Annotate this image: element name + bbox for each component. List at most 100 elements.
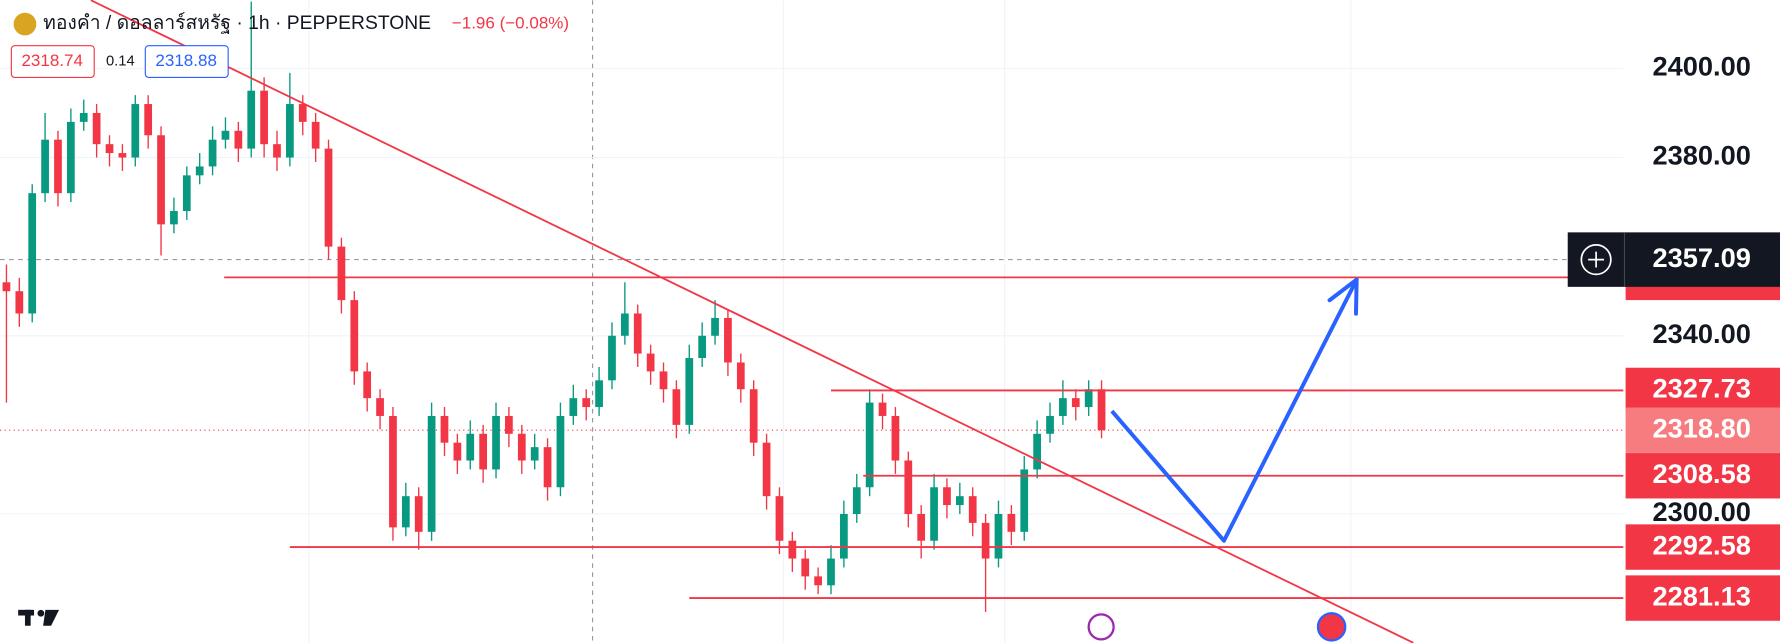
y-tick-label: 2300.00 [1652,496,1750,527]
ask[interactable]: 2318.88 [155,51,217,70]
bid-box[interactable] [10,45,95,78]
candle-body [943,487,951,506]
crosshair-plus-sign [1588,251,1605,268]
candle-body [891,415,900,461]
logo [18,609,60,626]
candle-body [182,175,191,211]
candle-body [15,291,24,314]
candle-body [930,487,938,541]
candle-body [350,300,359,372]
candle-body [479,433,488,470]
candle-body [968,496,977,523]
candle-body [466,433,475,461]
spread: 0.14 [106,53,135,69]
candle-body [569,398,578,416]
candle-body [659,371,668,390]
candle-body [414,496,423,532]
candle-body [672,389,681,425]
candle-body [1007,513,1016,532]
header: ทองคำ / ดอลลาร์สหรัฐ · 1h · PEPPERSTONE … [10,11,569,78]
candle-body [698,335,707,359]
flag-icon[interactable] [1316,612,1347,642]
candle-body [827,558,835,586]
candle-body [144,104,153,136]
candle-body [530,447,539,461]
candle-body [28,193,37,314]
candle-body [389,415,397,528]
candle-body [311,121,320,149]
crosshair-plus[interactable] [1580,243,1612,276]
candle-body [801,558,810,577]
candle-body [711,317,719,336]
candle-body [608,335,616,381]
candle-body [595,380,603,408]
candle-body [324,148,333,247]
candle-body [749,389,758,443]
plot [0,0,1624,643]
candle-body [517,433,526,461]
bid[interactable]: 2318.74 [21,51,83,70]
candle-body [298,104,307,122]
candle-body [955,496,964,506]
candle-body [685,358,694,425]
level-label: 2308.58 [1652,458,1750,489]
candle-body [453,442,462,461]
candle-body [1059,398,1067,416]
change: −1.96 (−0.08%) [452,14,569,33]
event-icon[interactable] [1087,613,1115,641]
last-price-label: 2318.80 [1652,412,1750,443]
candle-body [79,112,88,122]
candle-body [724,317,732,363]
candle-body [376,398,384,416]
symbol-icon [13,12,37,36]
candle-body [273,144,281,158]
candle-body [440,415,449,443]
candle-body [427,415,436,532]
candle-body [105,144,114,154]
level-label-box [1625,575,1780,621]
level-label-box [1625,367,1780,414]
candle-body [788,540,797,559]
candle-body [247,90,256,149]
candle-body [878,402,887,416]
last-price-box [1625,407,1780,453]
candle-body [92,112,101,145]
candle-body [195,166,204,176]
candle-body [492,415,500,470]
ask-box[interactable] [144,45,229,78]
candle-body [736,362,745,390]
candle-body [286,104,294,158]
y-tick-label: 2400.00 [1652,51,1750,82]
candle-body [633,313,642,354]
candle-body [54,139,62,194]
price-axis: 2400.00 2380.00 2340.00 2300.00 2327.73 2308.… [1567,51,1780,621]
candle-body [1020,469,1029,532]
candle-body [505,415,513,434]
candle-body [620,313,629,336]
level-label: 2281.13 [1652,580,1750,611]
candle-body [260,90,268,145]
candle-body [1097,389,1106,431]
candle-body [1071,398,1080,408]
candle-body [221,130,230,140]
arrow-head [1327,277,1359,303]
candle-body [814,576,822,586]
crosshair-label: 2357.09 [1652,242,1750,273]
level-label: 2292.58 [1652,529,1750,560]
candle-body [981,522,990,559]
candle-body [556,415,565,488]
level-label: 2327.73 [1652,373,1750,404]
candle-body [994,513,1003,559]
candle-body [157,135,165,225]
vertical-grid [308,0,1352,643]
candle-body [234,130,243,149]
candle-body [543,447,552,488]
symbol: ทองคำ / ดอลลาร์สหรัฐ · 1h · PEPPERSTONE [43,11,431,34]
candle-body [840,513,848,559]
candle-body [904,460,913,514]
level-label-box [1625,453,1780,499]
candle-body [646,353,655,372]
